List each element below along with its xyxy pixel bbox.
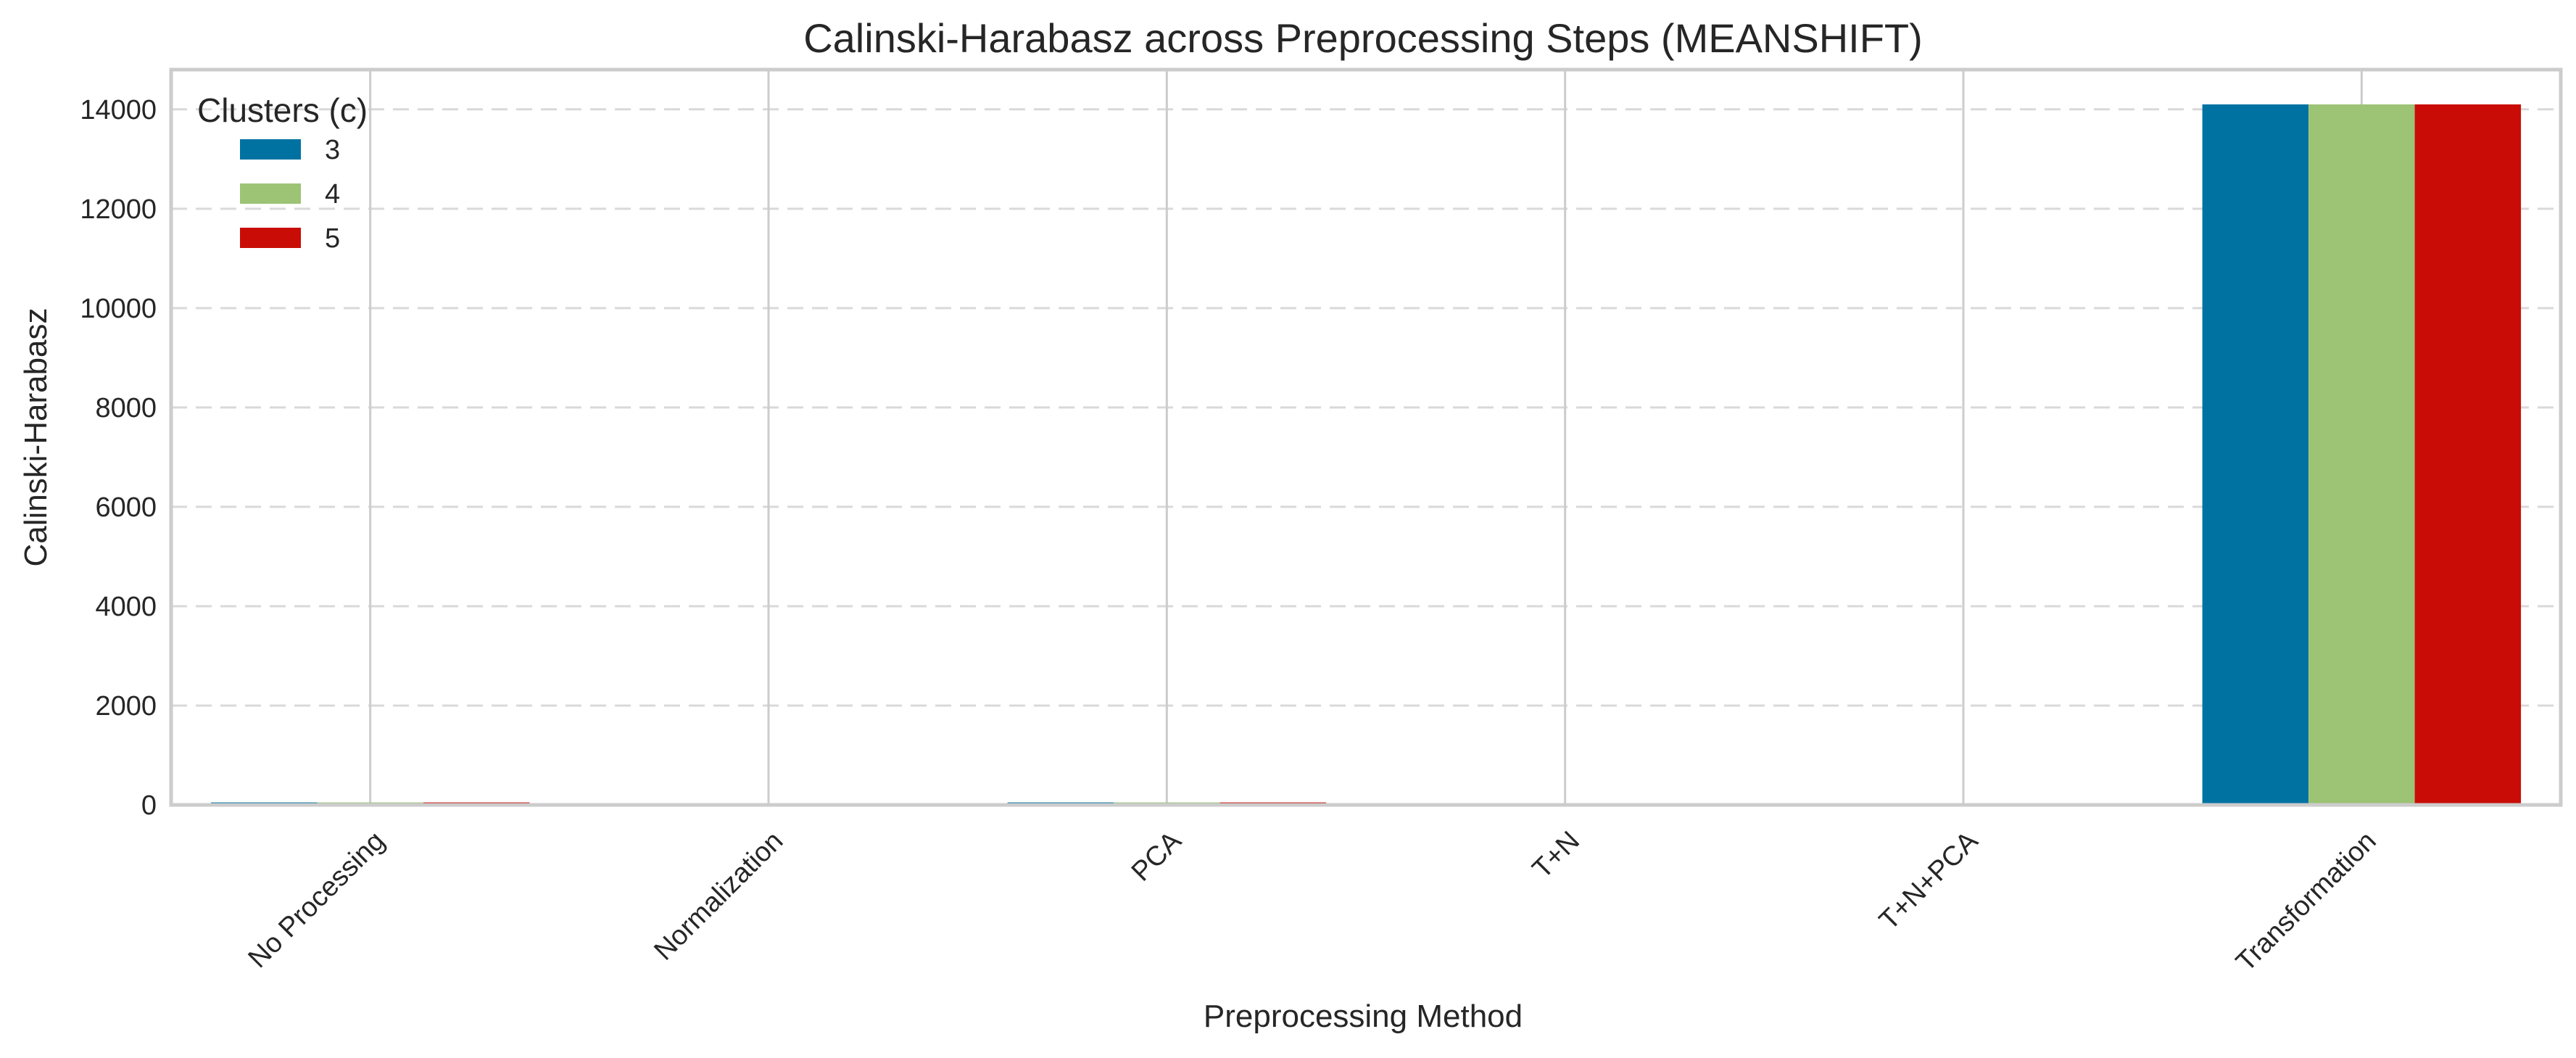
y-tick-label: 6000: [95, 492, 157, 523]
chart-title: Calinski-Harabasz across Preprocessing S…: [803, 15, 1923, 61]
bar-series-4-5: [2308, 104, 2415, 805]
bar-series-5-5: [2414, 104, 2522, 805]
x-tick-label: Transformation: [2230, 826, 2382, 978]
x-tick-label: No Processing: [243, 826, 391, 974]
y-axis-label: Calinski-Harabasz: [18, 307, 54, 566]
legend-swatch-3: [240, 139, 301, 160]
legend-label: 5: [325, 223, 340, 254]
x-axis-ticks: No Processing Normalization PCA T+N T+N+PCA T…: [243, 825, 2382, 978]
x-tick-label: T+N+PCA: [1873, 825, 1984, 936]
y-tick-label: 0: [141, 790, 157, 821]
x-axis-label: Preprocessing Method: [1204, 999, 1523, 1034]
legend-label: 4: [325, 179, 340, 210]
x-tick-label: Normalization: [648, 826, 789, 967]
y-tick-label: 12000: [80, 194, 157, 225]
y-tick-label: 4000: [95, 592, 157, 622]
x-tick-label: PCA: [1126, 825, 1188, 887]
legend-title: Clusters (c): [197, 91, 368, 129]
y-tick-label: 10000: [80, 294, 157, 324]
bars: [210, 104, 2522, 805]
plot-frame: [169, 67, 2563, 807]
y-axis-ticks: 0 2000 4000 6000 8000 10000 12000 14000: [80, 95, 157, 821]
y-tick-label: 8000: [95, 393, 157, 423]
legend-swatch-5: [240, 228, 301, 248]
y-tick-label: 14000: [80, 95, 157, 125]
y-tick-label: 2000: [95, 691, 157, 722]
bar-series-3-5: [2202, 104, 2309, 805]
legend: Clusters (c) 3 4 5: [197, 91, 368, 254]
x-tick-label: T+N: [1527, 826, 1586, 885]
legend-swatch-4: [240, 183, 301, 204]
legend-label: 3: [325, 135, 340, 165]
